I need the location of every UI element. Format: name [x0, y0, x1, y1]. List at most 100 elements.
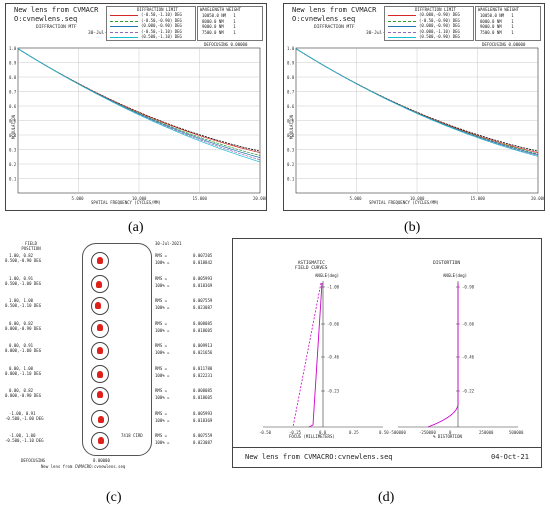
field-angle: -0.500,-1.00 DEG — [5, 415, 44, 421]
y-tick-label: 0.6 — [9, 104, 17, 109]
spot-pattern — [98, 437, 104, 444]
panel-a-file: O:cvnewlens.seq — [14, 15, 78, 23]
panel-a-legend: DIFFRACTION LIMIT (-0.50,-1.10) DEG (-0.5… — [106, 6, 196, 41]
rms-label: RMS = — [155, 365, 168, 371]
y-tick-label: 0.4 — [287, 133, 295, 138]
tangential-curve — [308, 282, 323, 428]
panel-a-xlabel: SPATIAL FREQUENCY (CYCLES/MM) — [91, 200, 161, 205]
field-coordinate: -1.00, 0.91 — [9, 410, 36, 416]
legend-swatch — [110, 15, 138, 16]
rms-value: 0.005993 — [193, 410, 213, 416]
x-tick-label: 5.000 — [350, 196, 363, 201]
y-tick-label: 1.0 — [287, 46, 295, 51]
spot-pattern — [97, 370, 103, 378]
percent-label: 100% = — [155, 282, 170, 288]
x-tick-label: 20.000 — [253, 196, 266, 201]
y-axis-label: MODULATION — [289, 114, 294, 139]
rms-label: RMS = — [155, 298, 168, 303]
field-coordinate: 1.00, 1.00 — [9, 298, 34, 303]
wavelength-row: 10050.0 NM 1 — [202, 13, 236, 18]
percent-value: 0.023087 — [193, 305, 213, 310]
distortion-y-tick-label: -0.46 — [462, 355, 475, 360]
y-tick-label: 1.0 — [9, 46, 17, 51]
fields-date: 04-Oct-21 — [491, 453, 529, 461]
legend-item-label: (0.500,-0.90) DEG — [419, 34, 460, 39]
distortion-x-tick-label: 0 — [449, 430, 452, 435]
field-angle: 0.500,-1.10 DEG — [5, 303, 42, 308]
spot-pattern — [97, 257, 103, 264]
spot-pattern — [98, 415, 104, 423]
field-coordinate: -1.00, 1.00 — [9, 433, 36, 438]
legend-item-label: (0.000,-0.90) DEG — [141, 23, 182, 28]
panel-a-wavelength-box: WAVELENGTH WEIGHT 10050.0 NM 1 8000.0 NM … — [197, 6, 263, 41]
field-coordinate: 1.00, 0.82 — [9, 253, 34, 258]
field-coordinate: 0.00, 0.82 — [9, 388, 34, 393]
mtf-panel-b: New lens from CVMACR O:cvnewlens.seq DIF… — [283, 3, 545, 211]
percent-value: 0.021656 — [193, 350, 213, 355]
distortion-x-tick-label: 250000 — [479, 430, 494, 435]
field-coordinate: 1.00, 0.91 — [9, 275, 34, 281]
distortion-y-tick-label: -0.98 — [462, 285, 475, 290]
rms-label: RMS = — [155, 433, 168, 438]
y-tick-label: 0.1 — [287, 177, 295, 182]
spot-stamp: 7418 CIRD — [121, 433, 143, 438]
panel-a-defocus: DEFOCUSING 0.00000 — [204, 42, 248, 47]
distortion-y-tick-label: -0.22 — [462, 389, 475, 394]
sagittal-curve — [292, 282, 322, 428]
legend-swatch — [388, 26, 416, 27]
y-tick-label: 0.7 — [287, 90, 295, 95]
wavelength-row: 8000.0 NM 1 — [480, 18, 514, 24]
mtf-series-curve — [17, 48, 261, 163]
legend-swatch — [388, 15, 416, 16]
dist-xlabel: % DISTORTION — [433, 434, 462, 439]
legend-item-label: (0.000,-0.90) DEG — [419, 12, 460, 17]
spot-footer: New lens from CVMACRO:cvnewlens.seq — [41, 464, 126, 469]
mtf-series-curve — [295, 48, 539, 157]
y-tick-label: 0.9 — [287, 61, 295, 66]
percent-value: 0.018842 — [193, 260, 213, 265]
rms-value: 0.007205 — [193, 253, 213, 258]
legend-item-label: (-0.50,-1.10) DEG — [141, 28, 182, 34]
percent-value: 0.018369 — [193, 282, 213, 288]
spot-airy-disk — [91, 387, 109, 405]
percent-label: 100% = — [155, 395, 170, 400]
astig-x-tick-label: 0.0 — [319, 430, 327, 435]
percent-label: 100% = — [155, 327, 170, 333]
wavelength-header: WAVELENGTH WEIGHT — [200, 7, 241, 12]
x-tick-label: 5.000 — [72, 196, 85, 201]
panel-b-wavelength-box: WAVELENGTH WEIGHT 10050.0 NM 1 8000.0 NM … — [475, 6, 541, 41]
panel-b-title: New lens from CVMACR — [292, 6, 377, 14]
x-tick-label: 15.000 — [193, 196, 208, 201]
percent-value: 0.018369 — [193, 417, 213, 423]
percent-value: 0.018605 — [193, 395, 213, 400]
percent-value: 0.018605 — [193, 327, 213, 333]
caption-d: (d) — [378, 490, 395, 505]
legend-swatch — [388, 37, 416, 38]
field-angle: 0.000,-1.10 DEG — [5, 370, 42, 376]
wavelength-row: 9000.0 NM 1 — [480, 24, 514, 29]
y-axis-label: MODULATION — [11, 114, 16, 139]
spot-defocus-value: 0.00000 — [93, 458, 110, 463]
wavelength-row: 9000.0 NM 1 — [202, 24, 236, 29]
wavelength-row: 8000.0 NM 1 — [202, 18, 236, 24]
y-tick-label: 0.5 — [9, 119, 17, 124]
fields-footer: New lens from CVMACRO:cvnewlens.seq — [245, 453, 393, 461]
y-tick-label: 0.8 — [9, 75, 17, 80]
percent-label: 100% = — [155, 305, 170, 310]
astig-y-tick-label: -0.46 — [327, 355, 340, 360]
wavelength-row: 10050.0 NM 1 — [480, 13, 514, 18]
y-tick-label: 0.2 — [287, 162, 295, 167]
astig-xlabel: FOCUS (MILLIMETERS) — [289, 434, 335, 439]
spot-date: 30-Jul-2021 — [155, 241, 182, 246]
astig-x-tick-label: 0.50 — [379, 430, 389, 435]
legend-swatch — [388, 20, 416, 22]
legend-item-label: (0.000,-0.90) DEG — [419, 23, 460, 28]
rms-label: RMS = — [155, 410, 168, 416]
spot-airy-disk — [91, 364, 109, 383]
panel-b-xlabel: SPATIAL FREQUENCY (CYCLES/MM) — [369, 200, 439, 205]
y-tick-label: 0.5 — [287, 119, 295, 124]
field-coordinate: 0.00, 1.00 — [9, 365, 34, 371]
field-angle: 0.000,-1.00 DEG — [5, 348, 42, 353]
x-tick-label: 10.000 — [410, 196, 425, 201]
spot-airy-disk — [91, 274, 109, 293]
